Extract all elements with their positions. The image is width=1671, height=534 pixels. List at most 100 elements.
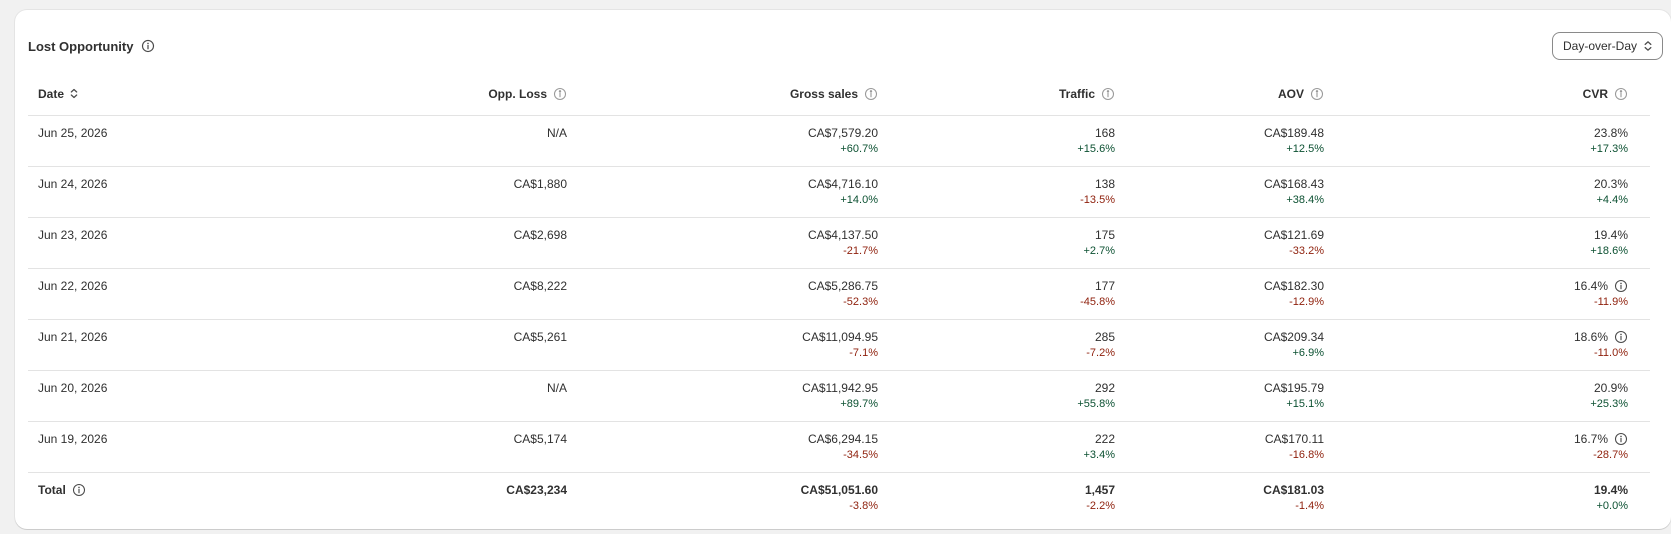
traffic-cell-value: 285 (1094, 329, 1115, 344)
gross-sales-cell-value: CA$4,716.10 (807, 176, 878, 191)
traffic-cell: 168 +15.6% (900, 115, 1137, 167)
traffic-cell-value: 138 (1094, 176, 1115, 191)
date-cell: Jun 20, 2026 (28, 370, 171, 422)
cvr-cell-delta: -11.0% (1593, 346, 1628, 359)
date-value: Jun 20, 2026 (38, 380, 108, 395)
traffic-cell: 175 +2.7% (900, 217, 1137, 269)
traffic-cell-value-wrap: 222 (1095, 432, 1115, 446)
sort-updown-icon[interactable] (70, 88, 78, 99)
date-value: Jun 19, 2026 (38, 431, 108, 446)
gross-sales-cell-value: CA$51,051.60 (800, 482, 878, 497)
opp-loss-cell: CA$2,698 (171, 217, 589, 269)
total-label: Total (38, 482, 66, 497)
aov-cell-value: CA$170.11 (1264, 431, 1324, 446)
traffic-cell-value: 168 (1094, 125, 1115, 140)
date-value-wrap: Jun 23, 2026 (38, 228, 107, 242)
cvr-cell-value-wrap: 19.4% (1594, 483, 1628, 497)
column-header-cvr[interactable]: CVR (1346, 73, 1650, 116)
cvr-cell-delta: -28.7% (1593, 448, 1628, 461)
opp-loss-cell: N/A (171, 370, 589, 422)
aov-cell-delta: -16.8% (1289, 448, 1324, 461)
traffic-cell-delta: -45.8% (1080, 295, 1115, 308)
cvr-cell: 16.4% -11.9% (1346, 268, 1650, 320)
aov-cell-delta: +15.1% (1286, 397, 1324, 410)
traffic-cell: 1,457 -2.2% (900, 472, 1137, 523)
gross-sales-cell-delta: -21.7% (843, 244, 878, 257)
opp-loss-cell: CA$1,880 (171, 166, 589, 218)
traffic-cell-value-wrap: 1,457 (1085, 483, 1115, 497)
date-cell: Jun 23, 2026 (28, 217, 171, 269)
cvr-cell-delta: +25.3% (1590, 397, 1628, 410)
lost-opportunity-card: Lost Opportunity Day-over-Day (15, 10, 1671, 529)
column-header-aov[interactable]: AOV (1137, 73, 1346, 116)
traffic-cell: 285 -7.2% (900, 319, 1137, 371)
opp-loss-cell: CA$23,234 (171, 472, 589, 523)
column-header-opp-loss[interactable]: Opp. Loss (171, 73, 589, 116)
date-cell: Jun 22, 2026 (28, 268, 171, 320)
traffic-cell-value: 1,457 (1084, 482, 1115, 497)
aov-cell-delta: +38.4% (1286, 193, 1324, 206)
traffic-info-icon[interactable] (1101, 87, 1115, 101)
title-wrap: Lost Opportunity (28, 39, 155, 54)
traffic-cell-value-wrap: 177 (1095, 279, 1115, 293)
info-circle-icon[interactable] (1614, 330, 1628, 344)
column-header-traffic[interactable]: Traffic (900, 73, 1137, 116)
opp-loss-cell-value-wrap: CA$5,261 (514, 330, 567, 344)
traffic-cell-delta: +2.7% (1083, 244, 1116, 257)
date-cell: Jun 19, 2026 (28, 421, 171, 473)
gross-sales-cell-value-wrap: CA$4,137.50 (808, 228, 878, 242)
total-label-cell: Total (28, 472, 171, 523)
table-row: Jun 24, 2026 CA$1,880 CA$4,716.10 +14.0% 138… (28, 166, 1650, 218)
gross-sales-info-icon[interactable] (864, 87, 878, 101)
select-chevrons-icon (1643, 40, 1653, 52)
comparison-period-select[interactable]: Day-over-Day (1551, 32, 1663, 60)
aov-info-icon[interactable] (1310, 87, 1324, 101)
gross-sales-cell-delta: -34.5% (843, 448, 878, 461)
aov-cell: CA$209.34 +6.9% (1137, 319, 1346, 371)
column-header-date-label: Date (38, 86, 65, 101)
aov-cell-delta: -1.4% (1295, 499, 1324, 512)
info-circle-icon[interactable] (1614, 432, 1628, 446)
date-value-wrap: Jun 20, 2026 (38, 381, 107, 395)
gross-sales-cell-delta: +14.0% (840, 193, 878, 206)
date-value-wrap: Jun 21, 2026 (38, 330, 107, 344)
cvr-cell: 23.8% +17.3% (1346, 115, 1650, 167)
opp-loss-cell-value: CA$2,698 (513, 227, 567, 242)
cvr-info-icon[interactable] (1614, 87, 1628, 101)
traffic-cell-value: 177 (1094, 278, 1115, 293)
total-info-icon[interactable] (72, 483, 86, 497)
info-circle-icon[interactable] (1614, 279, 1628, 293)
opp-loss-info-icon[interactable] (553, 87, 567, 101)
opp-loss-cell-value-wrap: CA$23,234 (506, 483, 567, 497)
aov-cell: CA$181.03 -1.4% (1137, 472, 1346, 523)
cvr-cell: 19.4% +18.6% (1346, 217, 1650, 269)
table-row: Jun 23, 2026 CA$2,698 CA$4,137.50 -21.7% 175… (28, 217, 1650, 269)
cvr-cell-value-wrap: 18.6% (1574, 330, 1628, 344)
column-header-date[interactable]: Date (28, 73, 171, 116)
gross-sales-cell-value-wrap: CA$51,051.60 (801, 483, 878, 497)
gross-sales-cell-value: CA$4,137.50 (807, 227, 878, 242)
title-info-icon[interactable] (141, 39, 155, 53)
column-header-aov-label: AOV (1277, 86, 1304, 101)
aov-cell: CA$189.48 +12.5% (1137, 115, 1346, 167)
gross-sales-cell: CA$5,286.75 -52.3% (589, 268, 900, 320)
aov-cell-value-wrap: CA$209.34 (1264, 330, 1324, 344)
card-title: Lost Opportunity (28, 38, 134, 54)
date-value: Jun 25, 2026 (38, 125, 108, 140)
opp-loss-cell-value-wrap: CA$1,880 (514, 177, 567, 191)
cvr-cell-delta: -11.9% (1593, 295, 1628, 308)
aov-cell: CA$170.11 -16.8% (1137, 421, 1346, 473)
opp-loss-cell-value: N/A (546, 125, 567, 140)
traffic-cell-value: 175 (1094, 227, 1115, 242)
traffic-cell-delta: +55.8% (1077, 397, 1115, 410)
gross-sales-cell: CA$6,294.15 -34.5% (589, 421, 900, 473)
column-header-gross-sales[interactable]: Gross sales (589, 73, 900, 116)
cvr-cell-value-wrap: 19.4% (1594, 228, 1628, 242)
aov-cell-value-wrap: CA$170.11 (1265, 432, 1324, 446)
aov-cell-value-wrap: CA$168.43 (1264, 177, 1324, 191)
date-value: Jun 21, 2026 (38, 329, 108, 344)
gross-sales-cell-value: CA$11,942.95 (802, 380, 878, 395)
date-cell: Jun 21, 2026 (28, 319, 171, 371)
gross-sales-cell-value-wrap: CA$7,579.20 (808, 126, 878, 140)
card-header: Lost Opportunity Day-over-Day (28, 23, 1663, 69)
